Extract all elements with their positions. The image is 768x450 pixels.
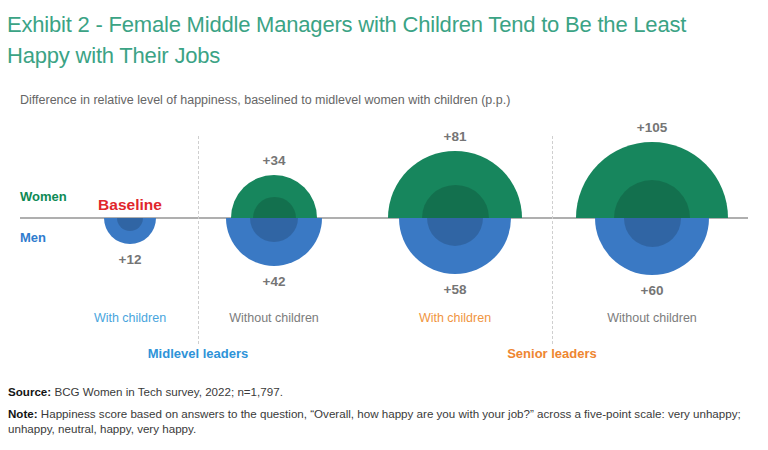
section-label-senior: Senior leaders xyxy=(507,346,597,361)
exhibit-page: Exhibit 2 - Female Middle Managers with … xyxy=(0,0,768,450)
source-text: BCG Women in Tech survey, 2022; n=1,797. xyxy=(51,385,283,398)
divider-midlevel xyxy=(198,136,199,344)
women-semicircle xyxy=(388,151,522,218)
women-semicircle xyxy=(231,175,317,218)
men-semicircle xyxy=(595,218,709,275)
divider-senior xyxy=(552,136,553,344)
men-value-label: +60 xyxy=(641,283,664,299)
category-label: Without children xyxy=(607,311,697,325)
section-label-midlevel: Midlevel leaders xyxy=(148,346,248,361)
note-label: Note: xyxy=(8,407,38,420)
note-line: Note: Happiness score based on answers t… xyxy=(8,407,756,436)
baseline-label: Baseline xyxy=(98,196,162,214)
category-label: With children xyxy=(419,311,491,325)
men-value-label: +42 xyxy=(263,274,286,290)
category-label: With children xyxy=(94,311,166,325)
women-value-label: +34 xyxy=(263,153,286,169)
legend-men-label: Men xyxy=(20,230,46,245)
footnotes: Source: BCG Women in Tech survey, 2022; … xyxy=(8,385,758,399)
legend-women-label: Women xyxy=(20,189,67,204)
women-value-label: +105 xyxy=(637,120,667,136)
men-semicircle xyxy=(104,218,156,244)
men-semicircle xyxy=(399,218,511,274)
source-line: Source: BCG Women in Tech survey, 2022; … xyxy=(8,385,758,399)
women-semicircle xyxy=(576,142,728,218)
semicircle-chart: Women Men Baseline +12 With children +34 +42… xyxy=(0,0,768,450)
men-value-label: +12 xyxy=(119,252,142,268)
note-text: Happiness score based on answers to the … xyxy=(8,407,741,435)
men-semicircle xyxy=(226,218,322,266)
men-value-label: +58 xyxy=(444,282,467,298)
women-value-label: +81 xyxy=(444,129,467,145)
category-label: Without children xyxy=(229,311,319,325)
source-label: Source: xyxy=(8,385,51,398)
